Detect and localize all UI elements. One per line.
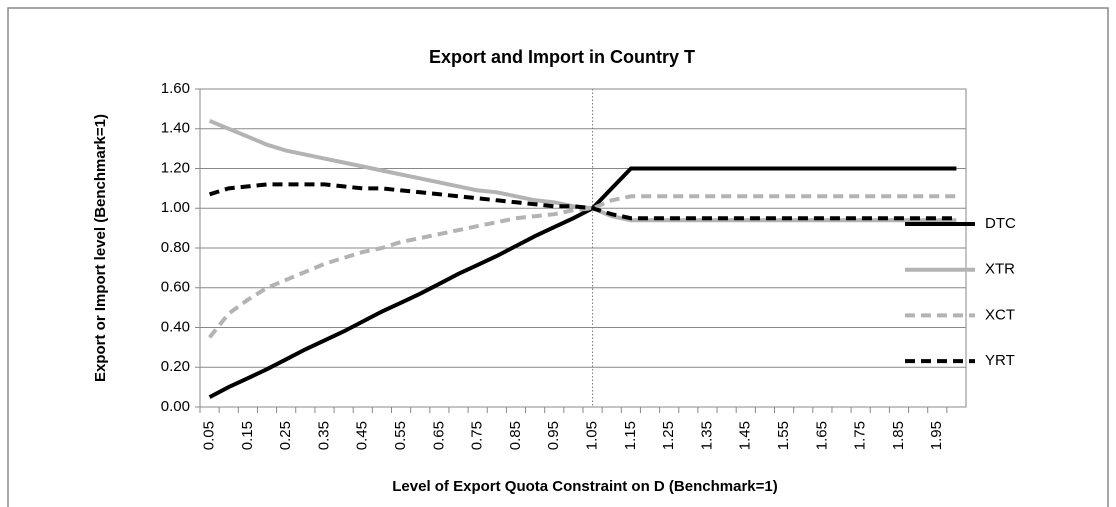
x-tick-label: 1.25 (660, 421, 677, 450)
x-tick-label: 1.85 (890, 421, 907, 450)
x-tick-label: 0.35 (315, 421, 332, 450)
series-line (208, 166, 957, 399)
y-tick-label: 0.20 (161, 358, 190, 375)
y-tick-label: 1.60 (161, 80, 190, 97)
series-line (209, 182, 957, 221)
legend-label: DTC (985, 215, 1016, 232)
x-tick-label: 0.25 (277, 421, 294, 450)
x-tick-label: 1.65 (813, 421, 830, 450)
x-tick-label: 0.85 (507, 421, 524, 450)
legend-label: YRT (985, 352, 1015, 369)
x-tick-label: 0.65 (430, 421, 447, 450)
y-tick-label: 0.80 (161, 239, 190, 256)
x-tick-label: 0.15 (239, 421, 256, 450)
x-tick-label: 1.05 (584, 421, 601, 450)
x-tick-label: 0.05 (201, 421, 218, 450)
y-tick-label: 1.40 (161, 120, 190, 137)
x-tick-label: 1.15 (622, 421, 639, 450)
legend-label: XCT (985, 306, 1015, 323)
y-tick-label: 0.40 (161, 318, 190, 335)
x-tick-label: 0.95 (545, 421, 562, 450)
x-tick-label: 1.55 (775, 421, 792, 450)
x-tick-label: 0.45 (354, 421, 371, 450)
y-tick-label: 1.20 (161, 159, 190, 176)
x-tick-label: 1.95 (928, 421, 945, 450)
legend-label: XTR (985, 261, 1015, 278)
x-tick-label: 1.75 (852, 421, 869, 450)
x-tick-label: 0.75 (469, 421, 486, 450)
y-axis-label: Export or Import level (Benchmark=1) (92, 114, 109, 382)
y-tick-label: 1.00 (161, 199, 190, 216)
x-axis-label: Level of Export Quota Constraint on D (B… (392, 478, 777, 495)
x-tick-label: 0.55 (392, 421, 409, 450)
chart-title: Export and Import in Country T (429, 47, 695, 67)
x-tick-label: 1.35 (698, 421, 715, 450)
y-tick-label: 0.00 (161, 398, 190, 415)
chart-border (7, 7, 1109, 507)
y-tick-label: 0.60 (161, 279, 190, 296)
x-tick-label: 1.45 (737, 421, 754, 450)
